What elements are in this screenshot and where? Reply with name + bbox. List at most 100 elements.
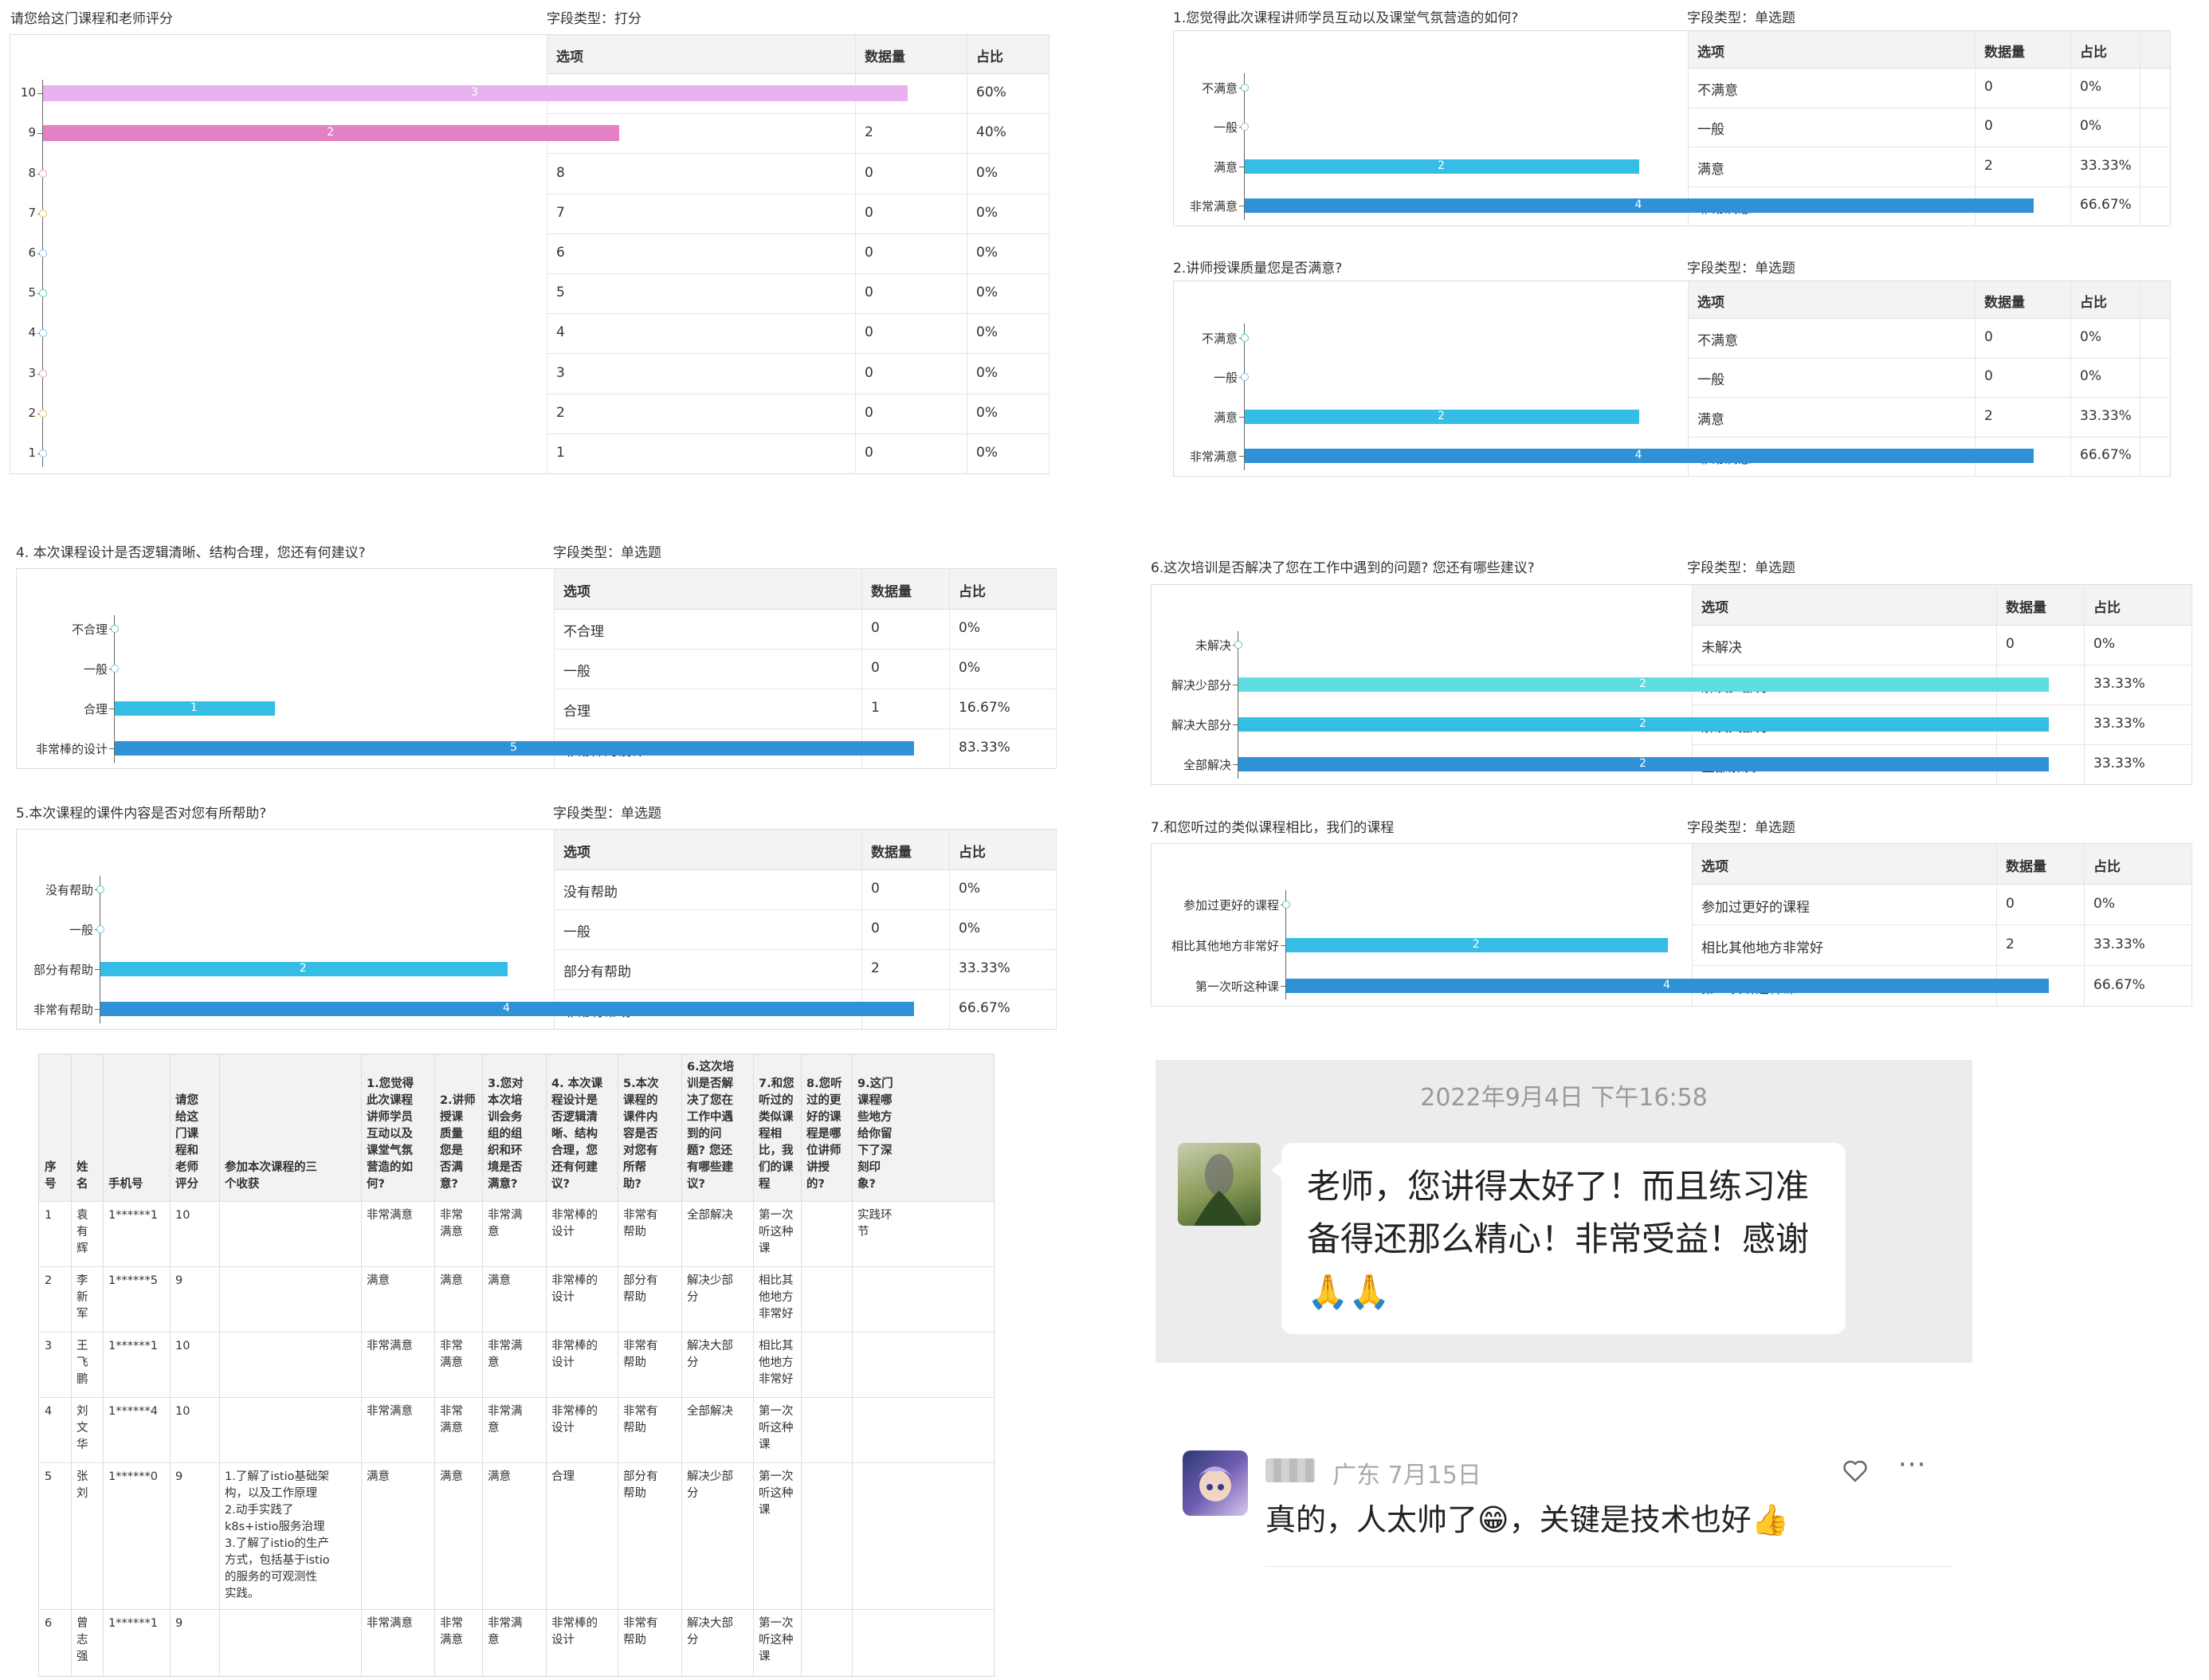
more-icon[interactable]: ··· (1898, 1449, 1927, 1481)
table-cell: 0 (1984, 78, 1993, 95)
column-divider (2191, 844, 2192, 1006)
column-divider (1049, 35, 1050, 473)
table-cell: 33.33% (2080, 157, 2132, 174)
chat-timestamp: 2022年9月4日 下午16:58 (1420, 1084, 1708, 1112)
roster-cell: 1******0 (108, 1470, 158, 1483)
table-cell: 16.67% (959, 700, 1010, 716)
category-label: 5 (28, 285, 36, 300)
table-cell: 不满意 (1697, 82, 1738, 99)
zero-marker (39, 289, 47, 298)
table-cell: 0% (959, 620, 980, 636)
column-header: 占比 (2080, 295, 2107, 311)
table-cell: 0 (871, 660, 880, 676)
zero-marker (1241, 123, 1249, 131)
table-cell: 2 (556, 404, 565, 421)
table-cell: 33.33% (2093, 936, 2145, 952)
column-divider (855, 35, 856, 473)
table-cell: 0% (2093, 636, 2115, 652)
bar-value-label: 3 (471, 86, 478, 100)
roster-cell: 非常棒的 设计 (551, 1617, 598, 1647)
table-cell: 一般 (1697, 122, 1724, 139)
axis-tick (95, 1009, 100, 1010)
category-label: 一般 (1213, 120, 1238, 135)
roster-cell: 10 (175, 1209, 190, 1222)
table-header (1688, 31, 2170, 69)
table-cell: 0% (976, 164, 998, 181)
table-cell: 66.67% (2093, 976, 2145, 993)
roster-col-divider (482, 1054, 483, 1676)
roster-cell: 非常满 意 (488, 1617, 523, 1647)
table-cell: 0 (1984, 328, 1993, 345)
roster-cell: 满意 (440, 1470, 463, 1483)
roster-col-divider (681, 1054, 682, 1676)
roster-col-divider (71, 1054, 72, 1676)
table-cell: 合理 (563, 704, 591, 720)
column-divider (554, 569, 555, 768)
table-cell: 相比其他地方非常好 (1701, 940, 1823, 956)
table-cell: 0% (976, 285, 998, 301)
column-divider (861, 569, 862, 768)
chart-bar (1245, 198, 2034, 214)
chart-bar (43, 125, 620, 142)
column-divider (1688, 281, 1689, 476)
chart-axis (1285, 889, 1286, 1000)
row-divider (1692, 744, 2191, 745)
category-label: 参加过更好的课程 (1183, 897, 1279, 913)
roster-cell: 满意 (367, 1470, 390, 1483)
roster-cell: 相比其 他地方 非常好 (759, 1340, 794, 1386)
table-header (1692, 844, 2191, 885)
roster-cell: 非常有 帮助 (623, 1405, 658, 1435)
axis-tick (1281, 985, 1285, 987)
roster-cell: 满意 (440, 1274, 463, 1287)
bar-value-label: 2 (1639, 757, 1646, 770)
like-icon[interactable] (1841, 1457, 1870, 1486)
roster-cell: 1 (45, 1209, 53, 1222)
roster-cell: 非常 满意 (440, 1617, 463, 1647)
roster-cell: 解决少部 分 (687, 1470, 733, 1500)
table-cell: 0 (871, 920, 880, 936)
column-divider (1056, 830, 1057, 1029)
roster-cell: 部分有 帮助 (623, 1470, 658, 1500)
field-type: 字段类型：单选题 (1687, 560, 1795, 576)
column-divider (1688, 31, 1689, 226)
category-label: 非常满意 (1189, 449, 1238, 465)
table-cell: 6 (556, 244, 565, 261)
table-cell: 0% (959, 660, 980, 676)
table-cell: 33.33% (2080, 407, 2132, 424)
roster-header-cell: 参加本次课程的三 个收获 (225, 1161, 317, 1191)
roster-cell: 部分有 帮助 (623, 1274, 658, 1304)
table-cell: 0 (865, 204, 873, 221)
table-cell: 不满意 (1697, 332, 1738, 349)
category-label: 7 (28, 205, 36, 220)
column-divider (2191, 585, 2192, 784)
table-cell: 0% (976, 364, 998, 381)
roster-cell: 张 刘 (77, 1470, 88, 1500)
bar-value-label: 2 (327, 126, 335, 139)
table-cell: 33.33% (2093, 756, 2145, 771)
field-type: 字段类型：单选题 (1687, 261, 1795, 277)
roster-cell: 非常满 意 (488, 1405, 523, 1435)
roster-cell: 9 (175, 1274, 183, 1287)
column-header: 数据量 (1984, 295, 2025, 311)
column-divider (2084, 585, 2085, 784)
chart-axis (42, 79, 43, 468)
category-label: 9 (28, 125, 36, 140)
comment-meta: 广东 7月15日 (1332, 1462, 1481, 1490)
column-header: 选项 (563, 845, 591, 861)
roster-cell: 满意 (367, 1274, 390, 1287)
roster-cell: 李 新 军 (77, 1274, 88, 1321)
question-title: 请您给这门课程和老师评分 (10, 11, 173, 27)
row-divider (1692, 965, 2191, 966)
roster-cell: 非常满意 (367, 1405, 413, 1418)
roster-cell: 非常棒的 设计 (551, 1340, 598, 1369)
roster-cell: 1******1 (108, 1209, 158, 1222)
roster-header-cell: 手机号 (108, 1178, 143, 1191)
roster-cell: 全部解决 (687, 1405, 733, 1418)
avatar (1183, 1450, 1248, 1516)
table-cell: 一般 (563, 664, 591, 680)
bar-value-label: 4 (1663, 978, 1670, 991)
column-header: 占比 (2093, 859, 2121, 875)
row-divider (1688, 436, 2170, 438)
column-header: 数据量 (865, 49, 905, 65)
